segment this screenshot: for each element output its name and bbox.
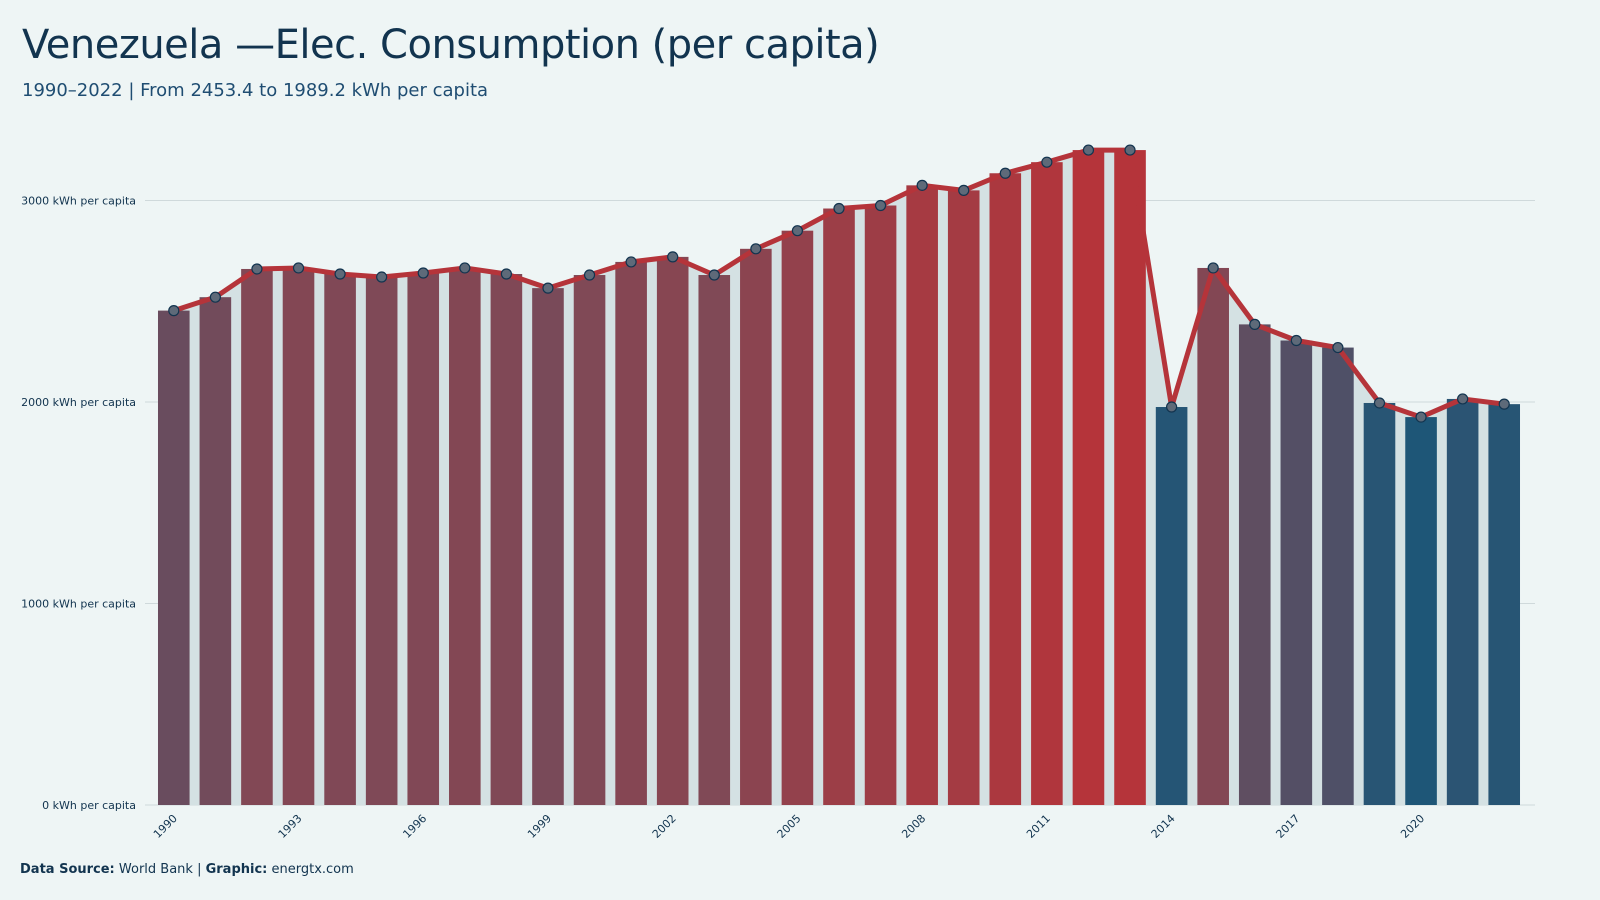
bar-2003 <box>698 275 731 805</box>
point-1994 <box>334 268 346 280</box>
point-1998 <box>500 268 512 280</box>
point-2018 <box>1332 341 1344 354</box>
x-tick-label: 2020 <box>1398 812 1427 841</box>
x-tick-label: 1996 <box>400 812 429 841</box>
point-1990 <box>168 305 180 317</box>
point-2004 <box>750 243 762 255</box>
chart-title: Venezuela —Elec. Consumption (per capita… <box>22 22 880 68</box>
bar-2016 <box>1238 324 1271 805</box>
bar-1994 <box>324 274 356 805</box>
bar-2017 <box>1280 340 1313 805</box>
bar-2021 <box>1446 398 1479 805</box>
x-tick-label: 1993 <box>276 812 305 841</box>
point-2008 <box>916 179 928 191</box>
point-2011 <box>1041 156 1053 168</box>
graphic-label: Graphic: <box>205 862 268 877</box>
bar-1993 <box>282 267 315 805</box>
bar-2022 <box>1488 404 1521 805</box>
point-2003 <box>708 269 720 281</box>
graphic-value: energtx.com <box>267 862 354 877</box>
point-2019 <box>1373 397 1386 409</box>
bar-2004 <box>740 248 772 805</box>
point-2017 <box>1290 334 1302 347</box>
bar-1999 <box>532 288 564 805</box>
source-label: Data Source: <box>20 862 115 877</box>
point-2020 <box>1415 411 1427 423</box>
y-tick-label: 3000 kWh per capita <box>21 194 136 207</box>
x-tick-label: 2008 <box>899 812 928 841</box>
bar-2019 <box>1363 402 1396 805</box>
point-2021 <box>1457 393 1469 405</box>
point-2010 <box>999 167 1011 179</box>
y-tick-label: 0 kWh per capita <box>42 799 136 812</box>
bar-2006 <box>823 208 855 806</box>
y-tick-label: 1000 kWh per capita <box>21 597 136 610</box>
bar-1998 <box>490 274 523 805</box>
bar-1997 <box>449 267 481 805</box>
point-2022 <box>1498 398 1510 410</box>
bar-2001 <box>615 261 647 806</box>
point-2009 <box>958 184 970 196</box>
bar-2010 <box>989 173 1022 805</box>
point-2001 <box>625 256 637 268</box>
bar-2009 <box>947 190 980 805</box>
point-1999 <box>542 282 554 294</box>
point-2002 <box>667 251 679 263</box>
source-value: World Bank | <box>114 862 206 877</box>
point-2013 <box>1124 144 1136 156</box>
bar-1990 <box>157 310 190 805</box>
point-1996 <box>417 267 429 279</box>
bar-1995 <box>365 277 398 806</box>
bar-2015 <box>1197 267 1229 805</box>
marker-layer <box>168 144 1510 423</box>
bar-2018 <box>1322 347 1354 805</box>
point-2015 <box>1207 262 1219 274</box>
point-1995 <box>376 271 388 283</box>
point-1992 <box>251 263 263 275</box>
x-tick-label: 2014 <box>1149 812 1178 841</box>
bar-layer <box>157 150 1521 806</box>
bar-2014 <box>1155 407 1188 805</box>
bar-2020 <box>1405 417 1437 805</box>
x-tick-label: 1999 <box>525 812 554 841</box>
point-1997 <box>459 262 471 274</box>
y-tick-label: 2000 kWh per capita <box>21 396 136 409</box>
point-2016 <box>1249 318 1261 330</box>
point-2000 <box>583 269 596 281</box>
bar-2000 <box>573 275 606 805</box>
data-source-caption: Data Source: World Bank | Graphic: energ… <box>20 862 354 877</box>
bar-2008 <box>906 185 938 805</box>
bar-2002 <box>656 256 689 805</box>
point-2014 <box>1166 401 1178 413</box>
bar-2007 <box>864 205 897 805</box>
x-tick-label: 2011 <box>1024 812 1053 841</box>
x-tick-label: 2017 <box>1273 812 1302 841</box>
bar-1992 <box>241 268 273 805</box>
point-2012 <box>1082 144 1095 156</box>
bar-2012 <box>1072 150 1105 806</box>
x-tick-label: 2002 <box>650 812 679 841</box>
x-tick-label: 1990 <box>151 812 180 841</box>
point-1993 <box>292 262 305 274</box>
point-2006 <box>833 202 845 215</box>
bar-2011 <box>1031 162 1063 805</box>
bar-1991 <box>199 297 232 805</box>
chart-subtitle: 1990–2022 | From 2453.4 to 1989.2 kWh pe… <box>22 80 489 101</box>
point-1991 <box>209 291 221 303</box>
point-2005 <box>791 225 804 237</box>
bar-1996 <box>407 273 440 805</box>
x-tick-label: 2005 <box>775 812 804 841</box>
point-2007 <box>874 199 887 212</box>
bar-2013 <box>1114 150 1146 806</box>
bar-2005 <box>781 230 814 805</box>
